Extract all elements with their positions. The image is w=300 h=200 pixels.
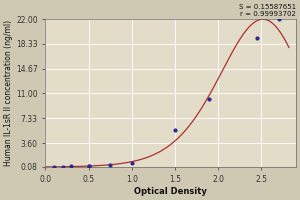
Point bbox=[207, 97, 212, 100]
Y-axis label: Human IL-1sR II concentration (ng/ml): Human IL-1sR II concentration (ng/ml) bbox=[4, 20, 13, 166]
Point bbox=[255, 37, 260, 40]
X-axis label: Optical Density: Optical Density bbox=[134, 187, 207, 196]
Point bbox=[69, 165, 74, 168]
Point bbox=[129, 162, 134, 165]
Point bbox=[60, 165, 65, 168]
Text: S = 0.15587651
r = 0.99993702: S = 0.15587651 r = 0.99993702 bbox=[239, 4, 296, 17]
Point bbox=[172, 129, 177, 132]
Point bbox=[108, 163, 112, 167]
Point bbox=[52, 165, 56, 168]
Point bbox=[276, 18, 281, 21]
Point bbox=[86, 164, 91, 168]
Point bbox=[86, 164, 91, 167]
